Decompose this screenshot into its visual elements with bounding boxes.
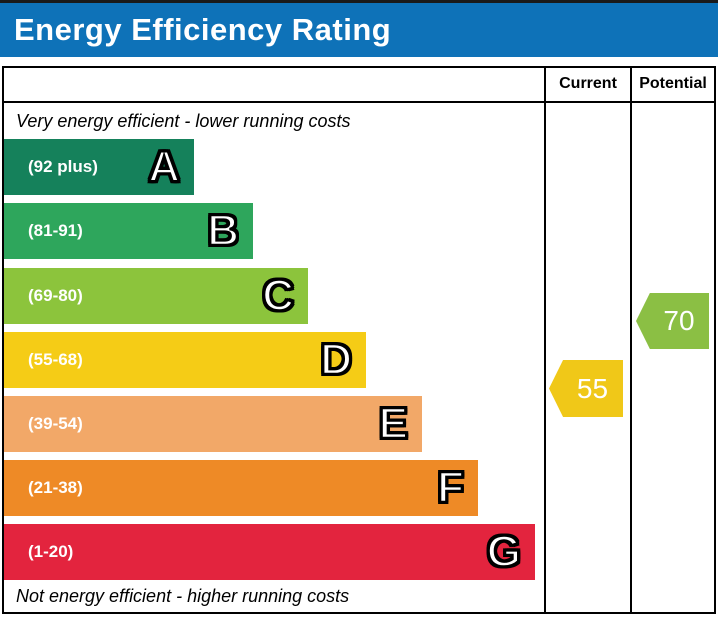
band-g: (1-20) G — [4, 524, 535, 580]
page-title: Energy Efficiency Rating — [14, 12, 392, 47]
potential-column-header: Potential — [639, 74, 707, 92]
current-column-divider — [544, 66, 546, 614]
current-rating-value: 55 — [576, 372, 609, 404]
band-g-letter: G — [486, 526, 523, 578]
band-a-range: (92 plus) — [28, 157, 98, 176]
band-c: (69-80) C — [4, 268, 308, 324]
current-column-header: Current — [559, 74, 617, 92]
band-e-letter: E — [377, 398, 409, 450]
band-e: (39-54) E — [4, 396, 422, 452]
current-rating-arrow: 55 — [549, 360, 623, 417]
band-g-range: (1-20) — [28, 542, 74, 561]
top-note: Very energy efficient - lower running co… — [16, 110, 351, 131]
band-d-letter: D — [319, 334, 353, 386]
band-f-range: (21-38) — [28, 478, 83, 497]
band-f-letter: F — [436, 462, 465, 514]
band-b-range: (81-91) — [28, 221, 83, 240]
band-e-range: (39-54) — [28, 414, 83, 433]
band-d-range: (55-68) — [28, 350, 83, 369]
band-b-letter: B — [206, 205, 240, 257]
band-a-letter: A — [147, 141, 181, 193]
potential-rating-value: 70 — [663, 305, 695, 336]
header-row-divider — [2, 101, 714, 103]
band-c-range: (69-80) — [28, 286, 83, 305]
band-f: (21-38) F — [4, 460, 478, 516]
potential-column-divider — [630, 66, 632, 614]
band-c-letter: C — [261, 270, 295, 322]
potential-rating-arrow: 70 — [636, 293, 709, 349]
band-b: (81-91) B — [4, 203, 253, 259]
band-a: (92 plus) A — [4, 139, 194, 195]
band-d: (55-68) D — [4, 332, 366, 388]
title-bar: Energy Efficiency Rating — [0, 0, 718, 57]
bottom-note: Not energy efficient - higher running co… — [16, 585, 350, 606]
